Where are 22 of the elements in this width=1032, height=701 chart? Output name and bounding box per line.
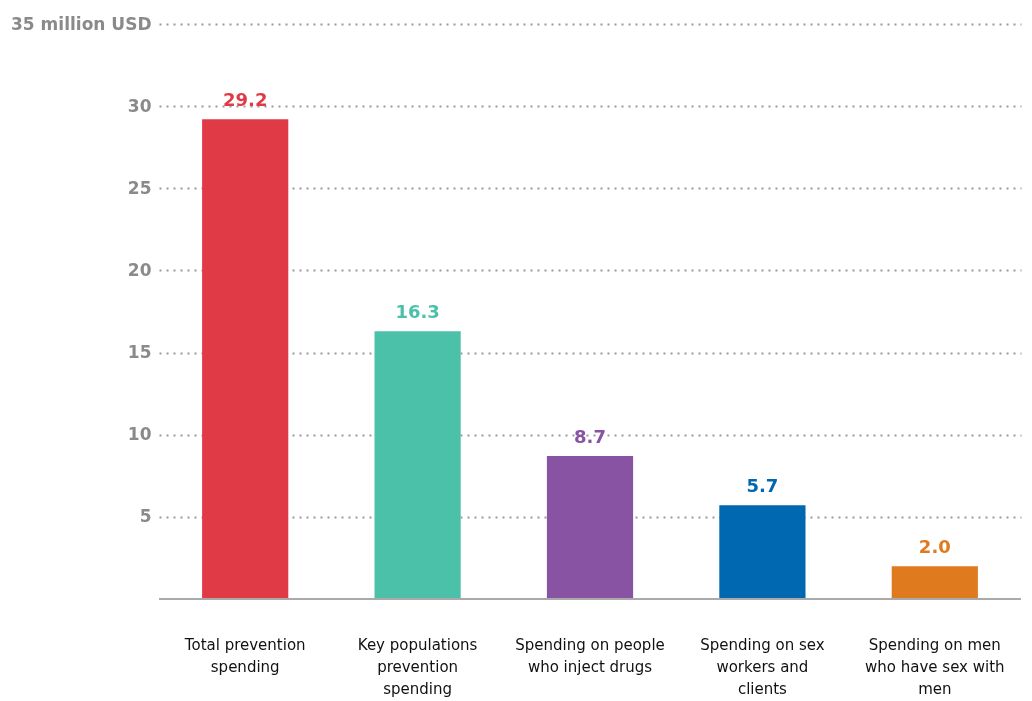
bar [202,119,289,599]
bar [374,331,461,599]
bar [891,566,978,599]
data-label: 8.7 [574,426,606,448]
x-tick-label: Key populations prevention spending [357,635,478,698]
y-tick-label: 25 [127,177,152,198]
x-tick-label: Total prevention spending [183,635,306,676]
data-label: 29.2 [222,89,268,111]
bar [719,505,806,599]
y-tick-label: 5 [139,506,152,527]
data-label: 5.7 [746,475,779,497]
x-tick-label: Spending on men who have sex with men [865,635,1005,698]
y-tick-label: 35 million USD [11,13,152,34]
y-tick-label: 15 [127,342,152,363]
data-label: 16.3 [395,301,440,323]
data-label: 2.0 [918,536,951,558]
bar [546,456,634,599]
y-tick-label: 20 [127,259,152,280]
y-tick-label: 10 [127,424,152,445]
y-tick-label: 30 [127,95,152,116]
x-tick-label: Spending on sex workers and clients [700,635,825,698]
x-tick-label: Spending on people who inject drugs [515,635,665,676]
